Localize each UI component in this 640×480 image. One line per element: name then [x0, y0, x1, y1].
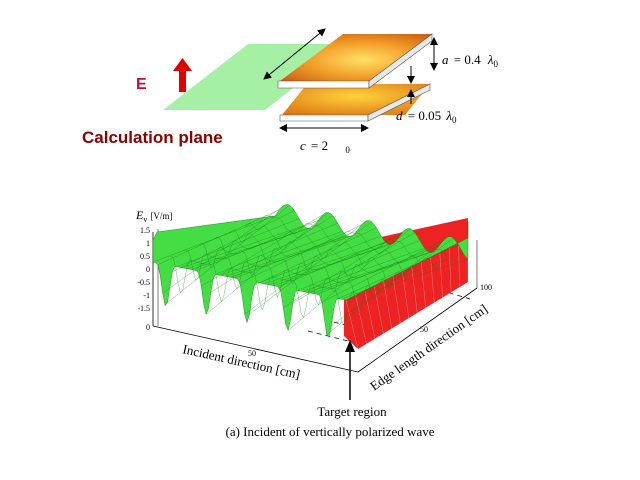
mesh-line — [364, 290, 376, 339]
mesh-line — [213, 236, 408, 288]
z-tick-label: -1 — [143, 291, 150, 300]
length-dimension-arrow — [263, 28, 326, 80]
lower-plate — [279, 83, 431, 122]
mesh-line — [449, 247, 452, 293]
c-label: c = 2 0 — [300, 138, 350, 155]
mesh-line — [183, 249, 377, 313]
z-tick-label: -1.5 — [137, 304, 150, 313]
mesh-line — [168, 256, 362, 326]
mesh-line — [402, 271, 409, 319]
e-field-label: E — [136, 76, 147, 93]
x-tick-label: 50 — [248, 349, 256, 358]
mesh-line — [439, 252, 443, 298]
a-label: a = 0.4 λ0 — [442, 52, 498, 69]
z-tick-label: 0.5 — [140, 252, 150, 261]
z-tick-label: 0 — [146, 323, 150, 332]
figure-caption: (a) Incident of vertically polarized wav… — [225, 424, 435, 439]
mesh-line — [244, 223, 438, 270]
target-arrow-head — [345, 340, 355, 352]
mesh-line — [420, 261, 426, 308]
top-diagram: a = 0.4 λ0 d = 0.05 λ0 c = 2 0 — [163, 28, 498, 155]
surface-plot: 1.5 1 0.5 0 -0.5 -1 -1.5 0 Ev [V/m] 50 In… — [135, 204, 492, 400]
z-axis-label: Ev [V/m] — [135, 208, 172, 224]
mesh-line — [383, 280, 392, 329]
mesh-line — [259, 215, 453, 265]
z-tick-label: 1.5 — [140, 226, 150, 235]
mesh-line — [430, 257, 435, 303]
e-field-arrow — [173, 58, 192, 92]
z-tick-label: 1 — [146, 239, 150, 248]
mesh-line — [152, 215, 276, 263]
mesh-line — [198, 243, 392, 301]
target-region-label: Target region — [317, 404, 387, 419]
y-tick-label: 50 — [420, 325, 428, 334]
mesh-line — [458, 242, 460, 288]
x-axis-label: Incident direction [cm] — [181, 341, 301, 382]
d-label: d = 0.05 λ0 — [396, 108, 457, 125]
y-tick-label: 100 — [480, 283, 492, 292]
z-axis: 1.5 1 0.5 0 -0.5 -1 -1.5 0 — [137, 226, 150, 332]
mesh-line — [229, 229, 423, 275]
calculation-plane-label: Calculation plane — [82, 128, 223, 147]
z-tick-label: -0.5 — [137, 278, 150, 287]
mesh-line — [355, 295, 367, 344]
field-surface-mesh — [152, 204, 469, 335]
z-tick-label: 0 — [146, 265, 150, 274]
mesh-line — [411, 266, 418, 313]
